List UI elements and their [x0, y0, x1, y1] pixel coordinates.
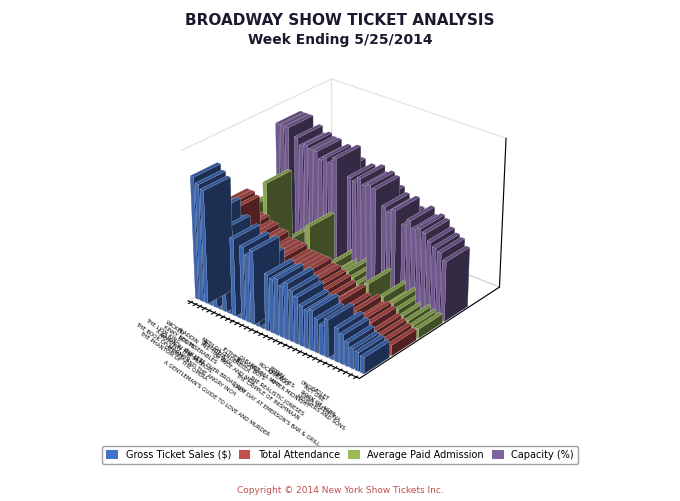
Text: Week Ending 5/25/2014: Week Ending 5/25/2014: [248, 33, 432, 47]
Legend: Gross Ticket Sales ($), Total Attendance, Average Paid Admission, Capacity (%): Gross Ticket Sales ($), Total Attendance…: [102, 446, 578, 463]
Text: Copyright © 2014 New York Show Tickets Inc.: Copyright © 2014 New York Show Tickets I…: [237, 486, 443, 495]
Text: BROADWAY SHOW TICKET ANALYSIS: BROADWAY SHOW TICKET ANALYSIS: [185, 13, 495, 28]
